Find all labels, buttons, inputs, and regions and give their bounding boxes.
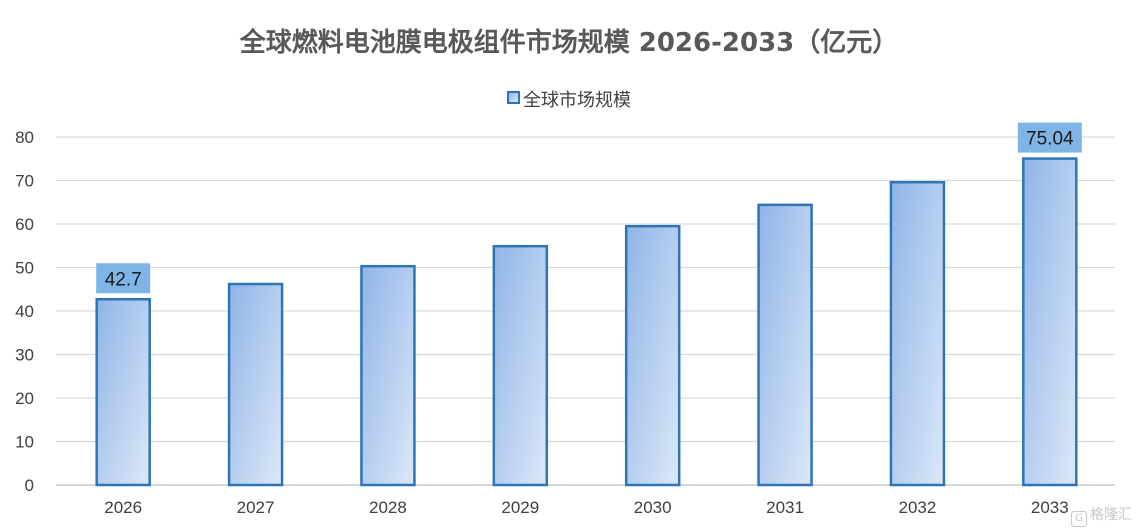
watermark-text: 格隆汇 (1090, 507, 1132, 523)
bar-2026 (95, 298, 151, 487)
bar-2032 (889, 180, 946, 487)
y-tick-label: 60 (15, 215, 34, 234)
data-label: 42.7 (105, 269, 142, 290)
x-tick-label: 2028 (369, 498, 407, 517)
legend-label: 全球市场规模 (523, 90, 631, 111)
y-tick-label: 80 (15, 128, 34, 147)
bar-2029 (492, 244, 549, 487)
y-tick-label: 20 (15, 389, 34, 408)
data-label-background (96, 263, 151, 294)
bars (95, 157, 1078, 487)
watermark: G 格隆汇 (1071, 504, 1132, 527)
gridlines (56, 136, 1115, 486)
legend-swatch-icon (507, 91, 520, 104)
data-labels: 42.7 75.04 (96, 122, 1082, 294)
y-tick-label: 30 (15, 346, 34, 365)
y-tick-label: 10 (15, 433, 34, 452)
bar-2027 (227, 282, 284, 487)
y-axis-ticks: 0 10 20 30 40 50 60 70 80 (15, 128, 34, 495)
y-tick-label: 50 (15, 259, 34, 278)
x-tick-label: 2026 (104, 498, 142, 517)
x-tick-label: 2033 (1031, 498, 1069, 517)
bar-2028 (360, 264, 416, 487)
bar-2033 (1022, 157, 1078, 487)
x-tick-label: 2032 (899, 498, 937, 517)
gelonghui-logo-icon: G (1071, 511, 1087, 527)
y-tick-label: 40 (15, 302, 34, 321)
y-tick-label: 0 (25, 476, 34, 495)
x-axis-ticks: 2026 2027 2028 2029 2030 2031 2032 2033 (104, 498, 1068, 517)
bar-2031 (757, 203, 813, 487)
y-tick-label: 70 (15, 172, 34, 191)
x-tick-label: 2030 (634, 498, 672, 517)
x-tick-label: 2031 (766, 498, 804, 517)
bar-2030 (624, 224, 681, 487)
data-label: 75.04 (1026, 129, 1074, 150)
data-label-background (1017, 122, 1082, 153)
x-tick-label: 2029 (501, 498, 539, 517)
chart-legend: 全球市场规模 (0, 86, 1138, 112)
chart-title: 全球燃料电池膜电极组件市场规模 2026-2033（亿元） (239, 28, 899, 58)
x-tick-label: 2027 (237, 498, 275, 517)
